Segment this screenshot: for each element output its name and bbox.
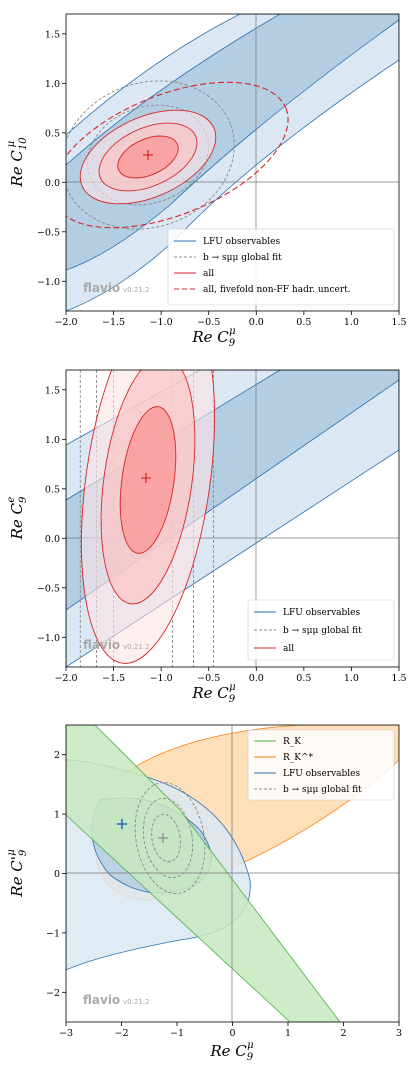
x-tick-label: 3: [396, 1028, 402, 1039]
x-tick-label: 0.5: [296, 673, 311, 684]
panel-c9prime-vs-c9: −3 −2 −1 0 1 2 3 −2 −1 0 1 2 R_K R_K^* LFU observab…: [6, 724, 402, 1063]
x-tick-label: −3: [59, 1028, 73, 1039]
best-fit-marker-2: [141, 473, 151, 483]
watermark-1: flavio v0.21.2: [83, 281, 149, 295]
y-axis-label-1: Re C10μ: [6, 137, 29, 188]
y-axis-label-2: Re C9e: [6, 496, 29, 540]
global-fit-3sigma: [66, 80, 235, 230]
x-tick-label: 1.5: [391, 317, 406, 328]
y-tick-label: −0.5: [37, 583, 60, 594]
all-1sigma-2: [119, 406, 177, 554]
watermark-2: flavio v0.21.2: [83, 638, 149, 652]
watermark-version-3: v0.21.2: [123, 998, 149, 1006]
y-tick-label: −1.0: [37, 277, 60, 288]
global-fit-3sigma-3: [134, 782, 206, 894]
y-tick-label: −1.0: [37, 633, 60, 644]
y-tick-label: 0.5: [45, 484, 60, 495]
x-axis-label-1: Re C9μ: [191, 326, 235, 349]
x-tick-label: −2.0: [54, 673, 77, 684]
axes-frame-2: [65, 369, 400, 668]
y-tick-label: −0.5: [37, 227, 60, 238]
tick-labels-3: −3 −2 −1 0 1 2 3 −2 −1 0 1 2: [46, 750, 402, 1039]
y-tick-label: −1: [46, 928, 60, 939]
y-tick-label: −2: [46, 988, 60, 999]
plot-area-3: [66, 725, 399, 1022]
y-tick-label: 0.5: [45, 128, 60, 139]
global-fit-1sigma-3: [151, 813, 181, 863]
axes-frame-1: [65, 13, 400, 312]
y-tick-label: 1.0: [45, 435, 60, 446]
best-fit-marker-1: [143, 150, 153, 160]
watermark-brand-2: flavio: [83, 638, 120, 652]
legend-3-item-1: R_K^*: [283, 753, 314, 763]
y-tick-label: 0: [54, 869, 60, 880]
legend-1-item-2: all: [203, 269, 214, 279]
panel-c9e-vs-c9mu: −2.0 −1.5 −1.0 −0.5 0.0 0.5 1.0 1.5 −1.0 −0.5 0.0 0…: [6, 369, 407, 705]
legend-2: LFU observables b → sμμ global fit all: [247, 599, 395, 661]
x-axis-label-3: Re C9μ: [209, 1040, 253, 1063]
x-tick-label: −1.0: [150, 673, 173, 684]
legend-1: LFU observables b → sμμ global fit all a…: [167, 228, 395, 306]
x-tick-label: 1: [285, 1028, 291, 1039]
x-tick-label: −2: [114, 1028, 128, 1039]
x-tick-label: −0.5: [197, 673, 220, 684]
lfu-band-1sigma: [66, 14, 399, 271]
x-tick-label: 1.0: [344, 317, 359, 328]
y-tick-label: 0.0: [45, 178, 60, 189]
x-tick-label: −0.5: [197, 317, 220, 328]
watermark-version-2: v0.21.2: [123, 643, 149, 651]
y-tick-label: 1: [54, 810, 60, 821]
legend-2-item-2: all: [283, 644, 294, 654]
x-tick-label: 2: [340, 1028, 346, 1039]
legend-3-item-3: b → sμμ global fit: [283, 785, 362, 795]
watermark-brand-3: flavio: [83, 993, 120, 1007]
y-tick-label: 0.0: [45, 534, 60, 545]
y-tick-label: 1.5: [45, 29, 60, 40]
best-fit-marker-3a: [117, 819, 127, 829]
legend-3: R_K R_K^* LFU observables b → sμμ global…: [247, 729, 395, 801]
y-axis-label-3: Re C'9μ: [6, 849, 29, 898]
y-tick-label: 1.0: [45, 79, 60, 90]
x-tick-label: −2.0: [54, 317, 77, 328]
x-tick-label: −1.5: [102, 317, 125, 328]
y-tick-label: 1.5: [45, 385, 60, 396]
watermark-3: flavio v0.21.2: [83, 993, 149, 1007]
x-tick-label: 1.0: [344, 673, 359, 684]
legend-1-item-0: LFU observables: [203, 237, 281, 247]
x-axis-label-2: Re C9μ: [191, 682, 235, 705]
plot-area-1: [66, 14, 399, 311]
legend-2-item-0: LFU observables: [283, 608, 361, 618]
legend-1-item-1: b → sμμ global fit: [203, 253, 282, 263]
x-tick-label: 0.0: [249, 673, 264, 684]
best-fit-marker-3b: [158, 833, 168, 843]
legend-3-item-0: R_K: [283, 737, 301, 747]
fivefold-contour: [66, 81, 289, 229]
panel-c10-vs-c9: −2.0 −1.5 −1.0 −0.5 0.0 0.5 1.0 1.5 −1.0 −0.5 0.0 0…: [6, 13, 407, 349]
global-fit-2sigma-3: [142, 797, 194, 879]
x-tick-label: −1: [170, 1028, 184, 1039]
watermark-brand-1: flavio: [83, 281, 120, 295]
rk-band: [66, 725, 341, 1022]
x-tick-label: −1.0: [150, 317, 173, 328]
y-tick-label: 2: [54, 750, 60, 761]
lfu-band-2sigma: [66, 14, 399, 311]
legend-3-item-2: LFU observables: [283, 769, 361, 779]
tick-labels-2: −2.0 −1.5 −1.0 −0.5 0.0 0.5 1.0 1.5 −1.0 −0.5 0.0 0…: [37, 385, 407, 684]
x-tick-label: 0.0: [249, 317, 264, 328]
x-tick-label: −1.5: [102, 673, 125, 684]
x-tick-label: 1.5: [391, 673, 406, 684]
x-tick-label: 0: [229, 1028, 235, 1039]
watermark-version-1: v0.21.2: [123, 286, 149, 294]
legend-2-item-1: b → sμμ global fit: [283, 626, 362, 636]
tick-labels-1: −2.0 −1.5 −1.0 −0.5 0.0 0.5 1.0 1.5 −1.0 −0.5 0.0 0…: [37, 29, 407, 328]
legend-1-item-3: all, fivefold non-FF hadr. uncert.: [203, 285, 351, 295]
x-tick-label: 0.5: [296, 317, 311, 328]
plot-area-2: [66, 370, 399, 667]
